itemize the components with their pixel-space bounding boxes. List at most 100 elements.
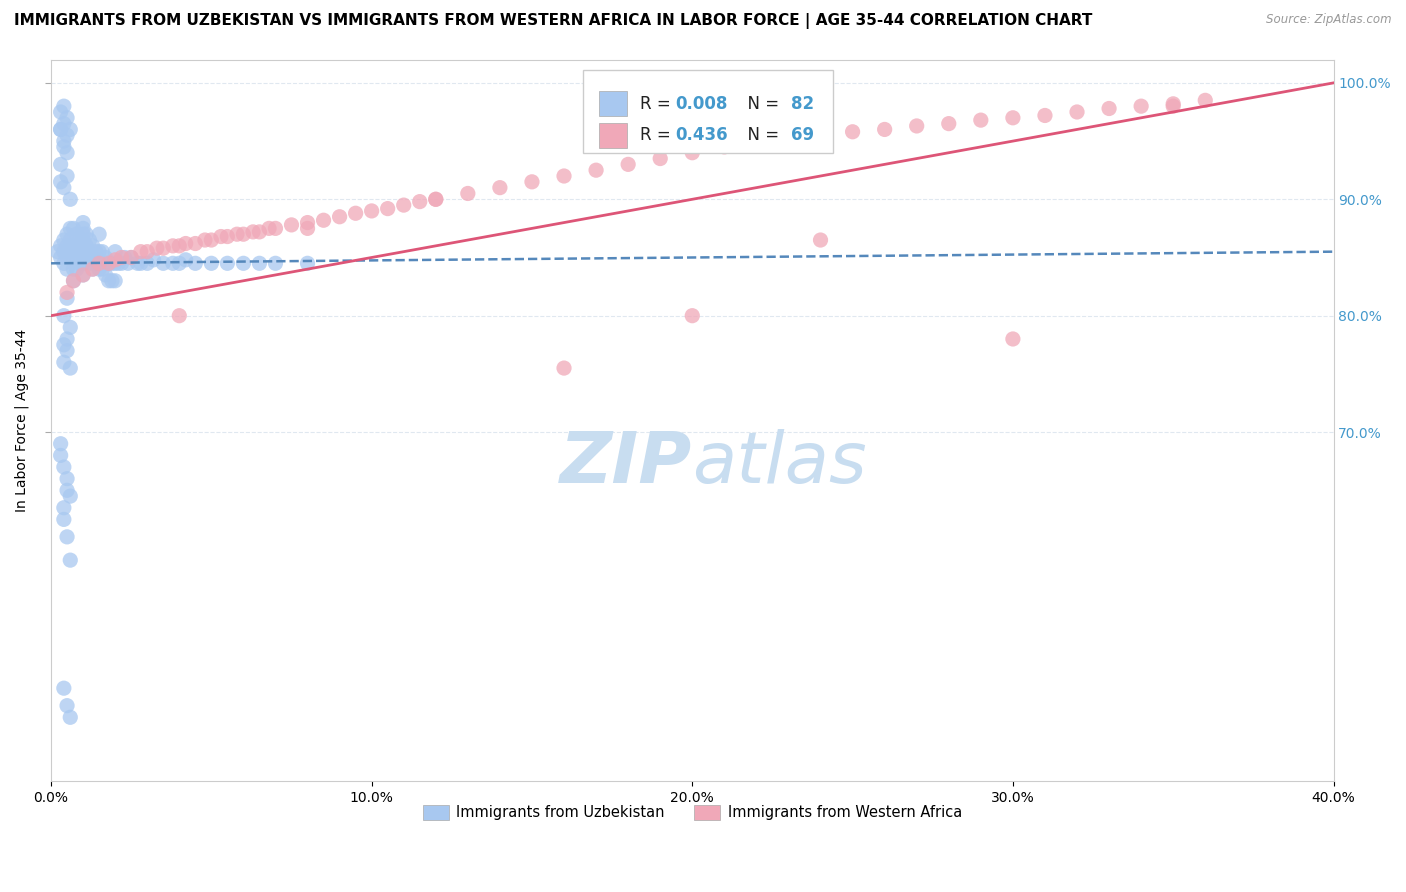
Point [56,169,79,183]
Point [52,309,75,323]
Point [129,256,152,270]
Point [52,134,75,148]
Point [174,252,197,267]
Point [226,227,249,242]
Point [120,251,142,265]
Point [142,252,165,267]
Point [82,239,104,253]
Point [94,251,117,265]
Point [84,256,107,270]
Point [169,256,191,270]
Point [52,460,75,475]
Point [49,251,72,265]
Point [905,119,928,133]
Point [59,221,82,235]
Point [62,221,84,235]
Point [79,233,101,247]
Point [72,227,94,242]
Point [120,251,142,265]
Point [681,145,703,160]
Point [162,256,184,270]
Point [84,244,107,259]
Point [146,241,169,255]
Point [56,285,79,300]
Point [104,256,127,270]
Point [72,268,94,282]
Point [107,256,129,270]
Point [681,309,703,323]
Point [1001,332,1024,346]
Point [650,152,672,166]
Point [49,239,72,253]
Point [392,198,415,212]
Point [184,256,207,270]
Point [938,117,960,131]
Point [264,256,287,270]
Point [91,244,114,259]
Point [97,274,120,288]
Point [56,698,79,713]
Point [114,251,136,265]
Point [810,128,832,143]
Point [136,256,159,270]
Point [425,192,447,206]
Point [152,241,174,255]
Point [49,122,72,136]
Point [72,239,94,253]
Point [56,145,79,160]
Point [62,262,84,277]
Point [129,244,152,259]
Point [72,216,94,230]
Point [97,256,120,270]
Point [69,233,91,247]
Point [59,361,82,376]
Point [585,163,607,178]
Point [52,99,75,113]
Point [59,553,82,567]
Text: R =: R = [640,126,676,145]
Point [745,136,768,151]
Point [104,244,127,259]
Point [810,233,832,247]
Point [75,239,97,253]
Text: ZIP: ZIP [560,429,692,499]
Point [297,216,319,230]
Point [312,213,335,227]
Point [66,251,89,265]
Point [56,111,79,125]
Point [56,291,79,305]
Point [62,239,84,253]
Text: 82: 82 [792,95,814,112]
Point [79,256,101,270]
Point [72,268,94,282]
Point [56,472,79,486]
Point [970,113,993,128]
Point [841,125,863,139]
Point [553,169,575,183]
Point [49,449,72,463]
Point [232,256,254,270]
Text: N =: N = [737,126,785,145]
Point [489,180,512,194]
Point [136,244,159,259]
Text: Source: ZipAtlas.com: Source: ZipAtlas.com [1267,13,1392,27]
Point [117,256,139,270]
Point [127,256,149,270]
Point [56,343,79,358]
Point [329,210,352,224]
FancyBboxPatch shape [583,70,834,153]
Point [66,227,89,242]
Point [52,233,75,247]
Point [52,355,75,369]
Point [52,117,75,131]
Point [87,256,110,270]
Point [59,489,82,503]
Point [249,225,271,239]
Point [72,256,94,270]
Point [257,221,280,235]
Point [1033,108,1056,122]
Point [778,134,800,148]
Point [1098,102,1121,116]
Point [56,332,79,346]
Point [200,233,222,247]
